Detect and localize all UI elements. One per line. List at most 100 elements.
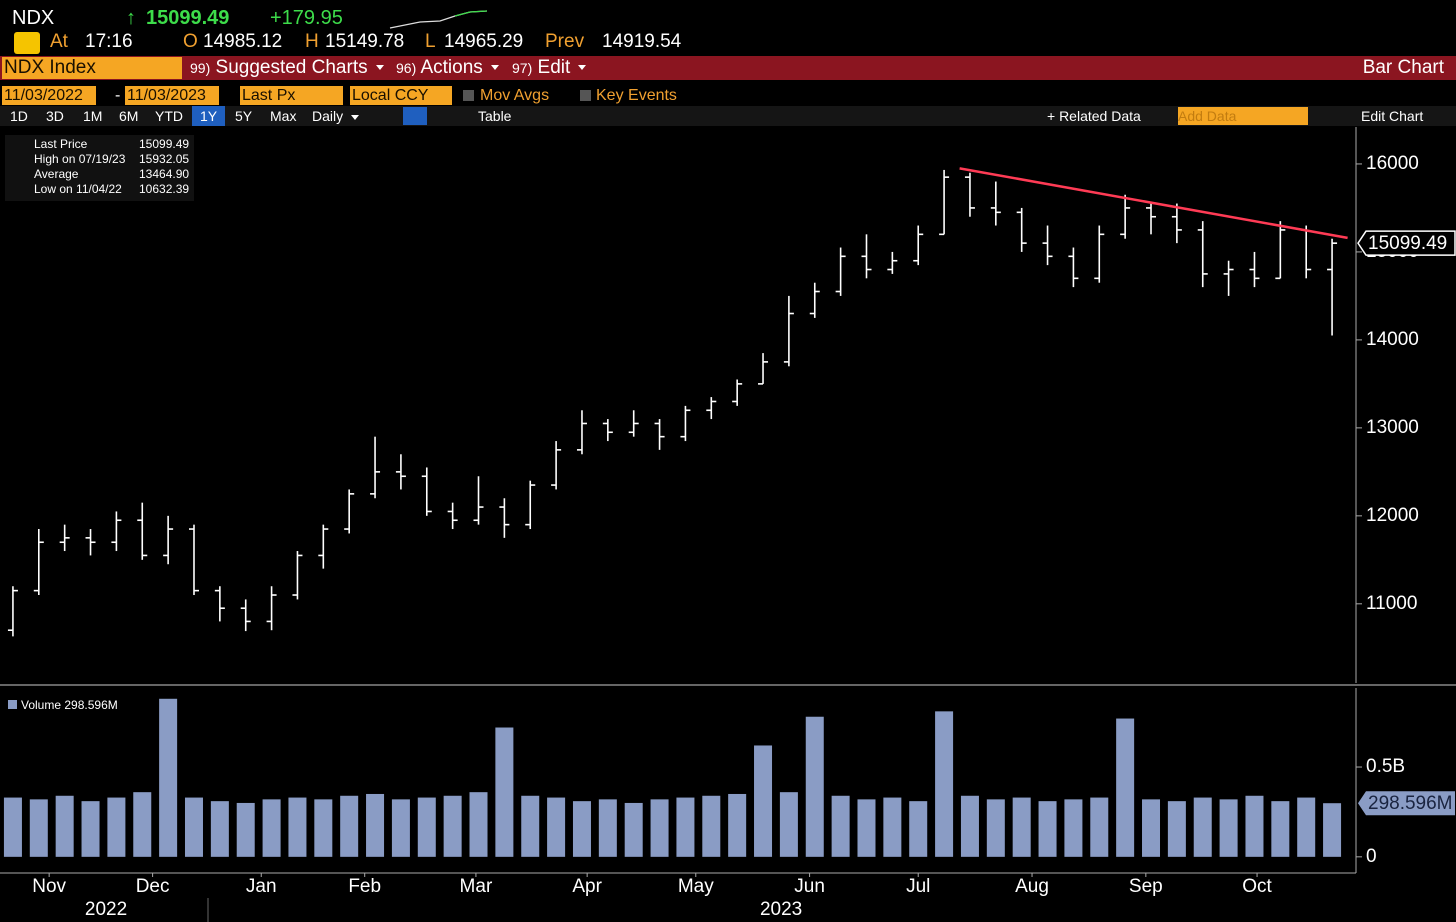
- menu-label: Edit: [537, 57, 571, 78]
- volume-bar: [443, 795, 462, 857]
- period-button[interactable]: 3D: [46, 108, 64, 124]
- checkbox[interactable]: [580, 90, 591, 101]
- menu-bar: [0, 56, 1456, 80]
- start-date[interactable]: 11/03/2022: [2, 86, 96, 105]
- low-label: L: [425, 31, 436, 52]
- swatch: [8, 700, 17, 709]
- high-label: H: [305, 31, 319, 52]
- volume-bar: [1038, 801, 1057, 857]
- period-button[interactable]: 1M: [83, 108, 103, 124]
- volume-bar: [805, 716, 824, 857]
- volume-bar: [624, 802, 643, 857]
- x-tick-label: May: [678, 876, 714, 897]
- volume-bar: [547, 797, 566, 857]
- volume-bar: [417, 797, 436, 857]
- menu-item[interactable]: 97) Edit: [512, 57, 587, 79]
- bar-style-button[interactable]: [403, 107, 427, 125]
- volume-bar: [236, 802, 255, 857]
- end-date[interactable]: 11/03/2023: [125, 86, 219, 105]
- legend-value: 15099.49: [139, 137, 190, 151]
- volume-bar: [598, 799, 617, 857]
- currency[interactable]: Local CCY: [350, 86, 452, 105]
- security-box[interactable]: NDX Index: [2, 57, 182, 79]
- direction: ↑: [126, 7, 136, 29]
- volume-bar: [288, 797, 307, 857]
- field[interactable]: Last Px: [240, 86, 343, 105]
- related-data[interactable]: + Related Data: [1047, 108, 1141, 124]
- volume-bar: [1193, 797, 1212, 857]
- period-button[interactable]: YTD: [155, 108, 183, 124]
- x-tick-label: Aug: [1015, 876, 1049, 897]
- price: 15099.49: [146, 7, 230, 29]
- last-price-label: 15099.49: [1368, 233, 1447, 254]
- checkbox[interactable]: [463, 90, 474, 101]
- open: 14985.12: [203, 31, 283, 52]
- volume-bar: [133, 792, 152, 857]
- legend-label: High on 07/19/23: [34, 152, 126, 166]
- volume-bar: [1142, 799, 1161, 857]
- volume-bar: [883, 797, 902, 857]
- period-button[interactable]: 6M: [119, 108, 139, 124]
- year-label: 2023: [760, 899, 802, 920]
- volume-bar: [55, 795, 74, 857]
- option[interactable]: Key Events: [596, 87, 677, 104]
- volume-bar: [1323, 803, 1342, 857]
- volume-bar: [3, 797, 22, 857]
- period-button[interactable]: Max: [270, 108, 297, 124]
- x-tick-label: Nov: [32, 876, 66, 897]
- low: 14965.29: [444, 31, 524, 52]
- volume-bar: [391, 799, 410, 857]
- legend-label: Low on 11/04/22: [34, 182, 122, 196]
- sparkline-recent: [454, 10, 488, 17]
- period-button[interactable]: 5Y: [235, 108, 253, 124]
- x-tick-label: Jan: [246, 876, 277, 897]
- caret: [578, 65, 587, 71]
- time: 17:16: [85, 31, 133, 52]
- volume-bar: [935, 711, 954, 857]
- x-tick-label: Dec: [136, 876, 170, 897]
- frequency[interactable]: Daily: [312, 106, 360, 126]
- volume-bar: [262, 799, 281, 857]
- volume-bar: [831, 795, 850, 857]
- volume-bar: [107, 797, 126, 857]
- legend-value: 13464.90: [139, 167, 190, 181]
- volume-bar: [1167, 801, 1186, 857]
- menu-label: Actions: [420, 57, 483, 78]
- edit-chart[interactable]: Edit Chart: [1361, 108, 1424, 124]
- legend-box: [5, 135, 194, 201]
- menu-code: 97): [512, 60, 533, 76]
- year-label: 2022: [85, 899, 127, 920]
- open-label: O: [183, 31, 198, 52]
- volume-bar: [366, 793, 385, 857]
- prev-label: Prev: [545, 31, 585, 52]
- view-name: Bar Chart: [1362, 57, 1444, 78]
- volume-bar: [184, 797, 203, 857]
- volume-name: Volume: [21, 698, 62, 712]
- volume-bar: [676, 797, 695, 857]
- menu-item[interactable]: 96) Actions: [396, 57, 499, 79]
- add-data[interactable]: Add Data: [1178, 107, 1308, 125]
- option[interactable]: Mov Avgs: [480, 87, 550, 104]
- y-tick-label: 0.5B: [1366, 756, 1405, 777]
- menu-item[interactable]: 99) Suggested Charts: [190, 57, 384, 79]
- y-tick-label: 13000: [1366, 417, 1419, 438]
- ticker: NDX: [12, 7, 55, 29]
- period-button[interactable]: 1Y: [192, 106, 226, 126]
- menu-code: 99): [190, 60, 211, 76]
- legend-value: 15932.05: [139, 152, 190, 166]
- monitor-icon[interactable]: [14, 32, 40, 54]
- volume-bar: [469, 792, 488, 857]
- volume-bar: [159, 698, 178, 857]
- high: 15149.78: [325, 31, 405, 52]
- volume-legend: Volume 298.596M: [8, 698, 118, 712]
- table-button[interactable]: Table: [478, 108, 512, 124]
- caret: [375, 65, 384, 71]
- period-button[interactable]: 1D: [10, 108, 28, 124]
- trendline: [959, 167, 1348, 240]
- toolbar: [0, 106, 1456, 126]
- last-volume-label: 298.596M: [1368, 793, 1453, 814]
- caret: [490, 65, 499, 71]
- x-tick-label: Apr: [572, 876, 602, 897]
- volume-bar: [1090, 797, 1109, 857]
